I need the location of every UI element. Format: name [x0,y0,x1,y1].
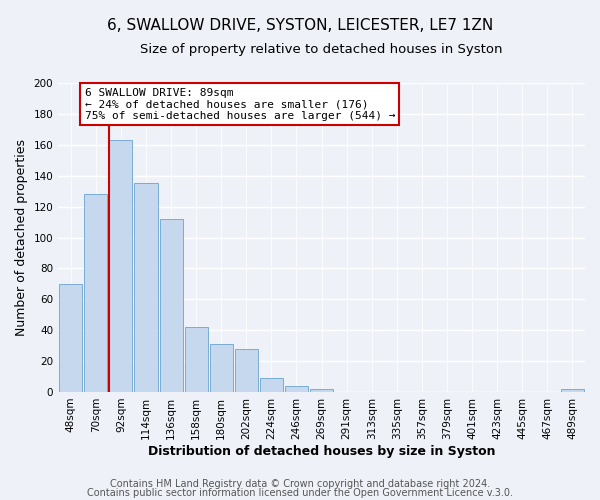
Bar [185,327,208,392]
Title: Size of property relative to detached houses in Syston: Size of property relative to detached ho… [140,42,503,56]
Bar [235,348,258,392]
Y-axis label: Number of detached properties: Number of detached properties [15,139,28,336]
Bar [109,140,133,392]
Bar [260,378,283,392]
Bar [134,184,158,392]
Bar [84,194,107,392]
Text: 6 SWALLOW DRIVE: 89sqm
← 24% of detached houses are smaller (176)
75% of semi-de: 6 SWALLOW DRIVE: 89sqm ← 24% of detached… [85,88,395,121]
Text: Contains HM Land Registry data © Crown copyright and database right 2024.: Contains HM Land Registry data © Crown c… [110,479,490,489]
Bar [285,386,308,392]
Text: Contains public sector information licensed under the Open Government Licence v.: Contains public sector information licen… [87,488,513,498]
X-axis label: Distribution of detached houses by size in Syston: Distribution of detached houses by size … [148,444,496,458]
Bar [209,344,233,392]
Bar [59,284,82,392]
Bar [310,389,333,392]
Bar [160,219,182,392]
Text: 6, SWALLOW DRIVE, SYSTON, LEICESTER, LE7 1ZN: 6, SWALLOW DRIVE, SYSTON, LEICESTER, LE7… [107,18,493,32]
Bar [561,389,584,392]
